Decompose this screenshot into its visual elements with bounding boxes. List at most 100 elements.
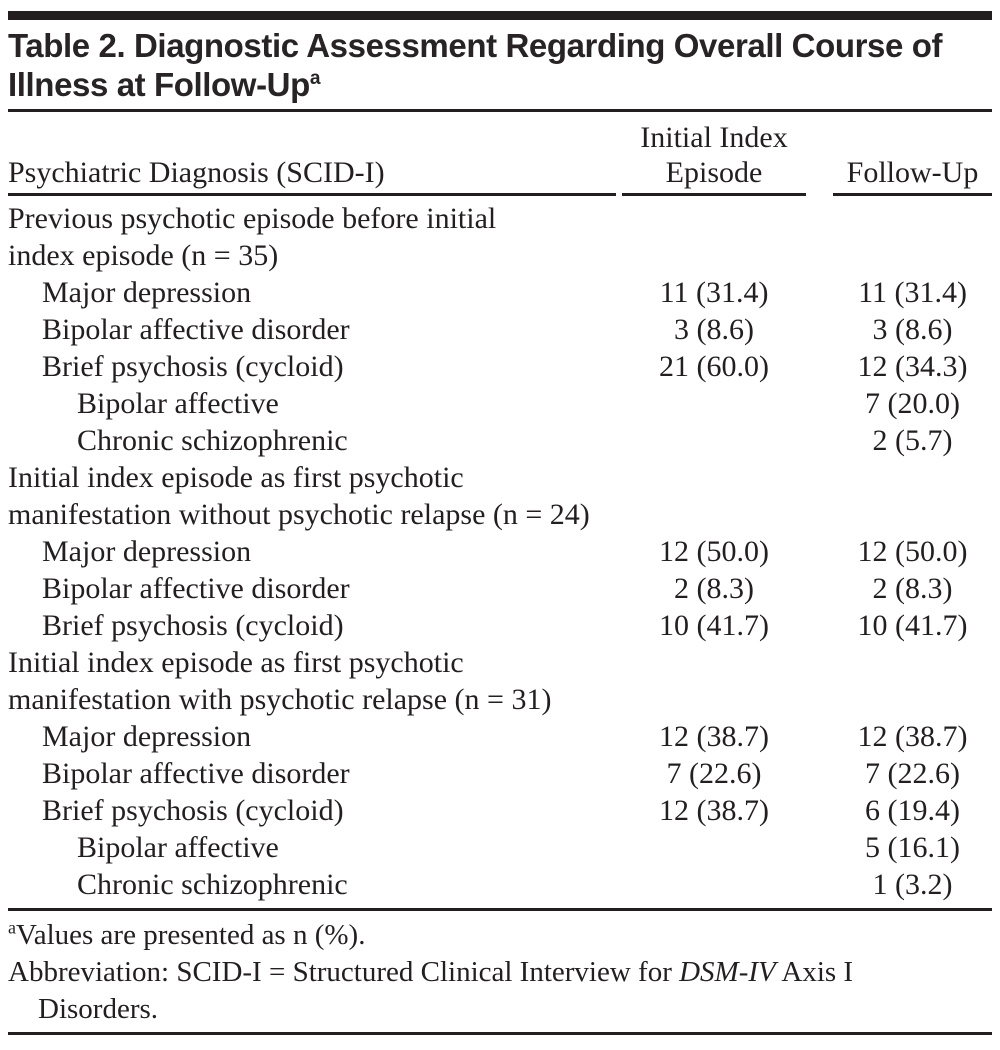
row-followup-value: 2 (8.3) — [872, 572, 953, 605]
table-row: index episode (n = 35) — [8, 237, 992, 274]
row-label: index episode (n = 35) — [8, 239, 279, 272]
table-header-row-1: Initial Index — [8, 120, 992, 155]
header-initial-index-line1: Initial Index — [640, 121, 788, 154]
row-followup-value: 2 (5.7) — [872, 424, 953, 457]
column-spacer — [806, 348, 833, 385]
table-row: Major depression 12 (38.7) 12 (38.7) — [8, 718, 992, 755]
table-title-line2: Illness at Follow-Up — [8, 66, 310, 103]
column-spacer — [806, 755, 833, 792]
row-initial-index-value — [622, 866, 806, 903]
header-divider-rule — [8, 193, 992, 196]
row-label: manifestation with psychotic relapse (n … — [8, 683, 552, 716]
table-title-footnote-marker: a — [309, 68, 321, 89]
row-label: Bipolar affective disorder — [42, 313, 350, 346]
row-label: Major depression — [42, 720, 252, 753]
row-label: Brief psychosis (cycloid) — [42, 609, 344, 642]
column-spacer — [806, 792, 833, 829]
row-label: Major depression — [42, 276, 252, 309]
row-initial-index-value: 12 (50.0) — [659, 535, 769, 568]
row-label: Initial index episode as first psychotic — [8, 461, 464, 494]
row-followup-value: 12 (38.7) — [857, 720, 968, 753]
table-row: manifestation with psychotic relapse (n … — [8, 681, 992, 718]
row-label: manifestation without psychotic relapse … — [8, 498, 590, 531]
column-spacer — [806, 607, 833, 644]
row-initial-index-value: 7 (22.6) — [666, 757, 762, 790]
row-followup-value: 11 (31.4) — [858, 276, 967, 309]
header-empty-cell — [833, 120, 992, 155]
header-follow-up: Follow-Up — [846, 156, 979, 189]
column-spacer — [806, 866, 833, 903]
row-label: Brief psychosis (cycloid) — [42, 350, 344, 383]
row-followup-value: 6 (19.4) — [865, 794, 960, 827]
column-spacer — [806, 718, 833, 755]
table-row: Previous psychotic episode before initia… — [8, 200, 992, 237]
footnote-divider-rule — [8, 908, 992, 911]
table-row: Chronic schizophrenic 1 (3.2) — [8, 866, 992, 903]
table-row: Bipolar affective 5 (16.1) — [8, 829, 992, 866]
row-initial-index-value: 12 (38.7) — [659, 720, 769, 753]
table-row: Brief psychosis (cycloid) 10 (41.7) 10 (… — [8, 607, 992, 644]
row-followup-value: 1 (3.2) — [872, 868, 953, 901]
row-initial-index-value: 11 (31.4) — [659, 276, 769, 309]
table-row: manifestation without psychotic relapse … — [8, 496, 992, 533]
table-header-row-2: Psychiatric Diagnosis (SCID-I) Episode F… — [8, 155, 992, 190]
row-initial-index-value: 2 (8.3) — [674, 572, 754, 605]
column-spacer — [806, 533, 833, 570]
header-psychiatric-diagnosis: Psychiatric Diagnosis (SCID-I) — [8, 156, 385, 189]
row-label: Chronic schizophrenic — [77, 424, 348, 457]
table-row: Chronic schizophrenic 2 (5.7) — [8, 422, 992, 459]
header-rule-gap — [806, 193, 833, 196]
row-followup-value: 3 (8.6) — [872, 313, 953, 346]
row-initial-index-value — [622, 829, 806, 866]
table-row: Initial index episode as first psychotic — [8, 459, 992, 496]
row-initial-index-value: 10 (41.7) — [659, 609, 769, 642]
footnote-abbreviation-post: Axis I — [775, 956, 854, 988]
title-divider-rule — [8, 109, 992, 112]
row-label: Bipolar affective disorder — [42, 757, 350, 790]
row-initial-index-value: 3 (8.6) — [674, 313, 754, 346]
row-initial-index-value: 12 (38.7) — [659, 794, 769, 827]
row-followup-value: 7 (22.6) — [865, 757, 960, 790]
row-initial-index-value — [622, 385, 806, 422]
table-row: Bipolar affective disorder 2 (8.3) 2 (8.… — [8, 570, 992, 607]
row-label: Chronic schizophrenic — [77, 868, 348, 901]
row-initial-index-value — [622, 422, 806, 459]
row-followup-value: 12 (34.3) — [857, 350, 968, 383]
footnote-abbreviation-pre: Abbreviation: SCID-I = Structured Clinic… — [8, 956, 680, 988]
table-row: Brief psychosis (cycloid) 21 (60.0) 12 (… — [8, 348, 992, 385]
row-label: Brief psychosis (cycloid) — [42, 794, 344, 827]
table-title-line1: Table 2. Diagnostic Assessment Regarding… — [8, 27, 943, 64]
footnote-a: aValues are presented as n (%). — [8, 917, 992, 954]
row-followup-value: 7 (20.0) — [865, 387, 960, 420]
table-row: Brief psychosis (cycloid) 12 (38.7) 6 (1… — [8, 792, 992, 829]
header-rule-segment-1 — [8, 193, 616, 196]
table-body: Previous psychotic episode before initia… — [8, 196, 992, 903]
row-followup-value: 12 (50.0) — [857, 535, 968, 568]
table-row: Major depression 12 (50.0) 12 (50.0) — [8, 533, 992, 570]
column-spacer — [806, 829, 833, 866]
row-followup-value: 10 (41.7) — [857, 609, 968, 642]
column-spacer — [806, 274, 833, 311]
row-initial-index-value: 21 (60.0) — [659, 350, 769, 383]
column-spacer — [806, 570, 833, 607]
row-label: Bipolar affective — [77, 387, 279, 420]
row-label: Major depression — [42, 535, 252, 568]
table-row: Major depression 11 (31.4) 11 (31.4) — [8, 274, 992, 311]
header-initial-index-line2: Episode — [665, 156, 763, 189]
row-label: Bipolar affective — [77, 831, 279, 864]
column-spacer — [806, 120, 833, 155]
footnote-abbreviation-line1: Abbreviation: SCID-I = Structured Clinic… — [8, 954, 992, 991]
column-spacer — [806, 155, 833, 190]
footnote-abbreviation-italic: DSM-IV — [679, 956, 776, 988]
table-row: Bipolar affective disorder 3 (8.6) 3 (8.… — [8, 311, 992, 348]
footnote-a-text: Values are presented as n (%). — [15, 919, 366, 951]
header-rule-segment-3 — [833, 193, 992, 196]
footnote-abbreviation-line2: Disorders. — [38, 993, 159, 1025]
table-row: Bipolar affective 7 (20.0) — [8, 385, 992, 422]
table-title: Table 2. Diagnostic Assessment Regarding… — [8, 26, 992, 104]
column-spacer — [806, 422, 833, 459]
footnote-a-marker: a — [8, 917, 16, 938]
table-header: Initial Index Psychiatric Diagnosis (SCI… — [8, 112, 992, 190]
column-spacer — [806, 311, 833, 348]
